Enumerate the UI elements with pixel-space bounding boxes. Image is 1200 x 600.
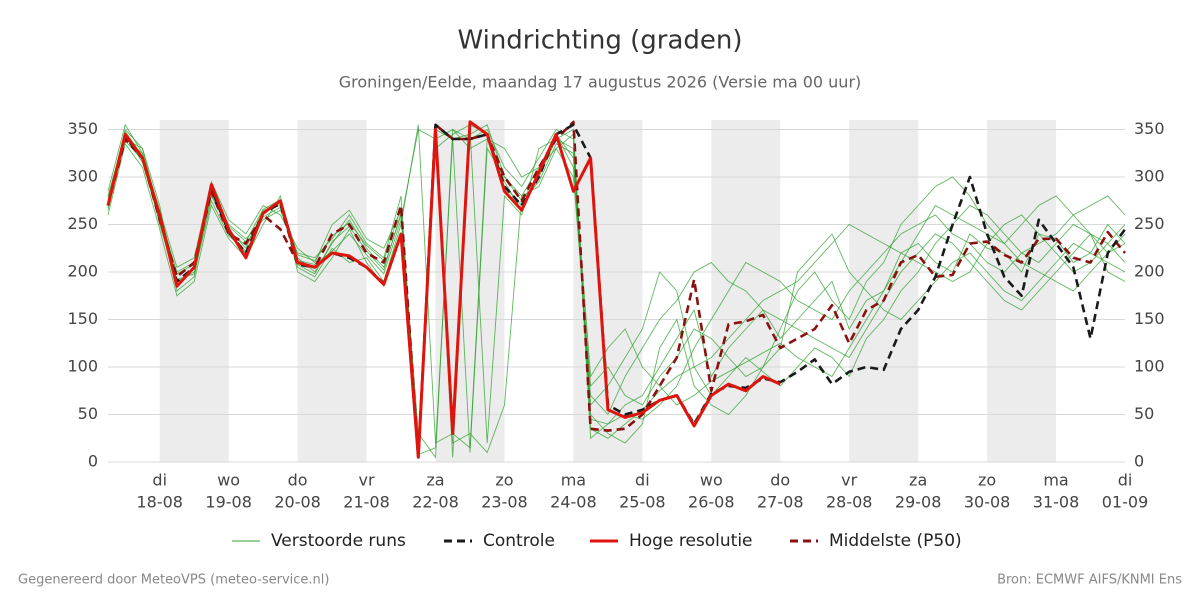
x-tick-label: 26-08 — [688, 493, 735, 512]
ensemble-line — [107, 123, 1126, 459]
day-shade — [987, 120, 1057, 462]
x-tick-weekday: di — [1118, 471, 1133, 490]
x-tick-weekday: ma — [1043, 471, 1068, 490]
series-line — [106, 120, 781, 459]
legend-label: Middelste (P50) — [829, 531, 962, 551]
legend-label: Controle — [483, 531, 555, 551]
day-shade — [159, 120, 229, 462]
x-tick-weekday: zo — [495, 471, 513, 490]
x-tick-label: 27-08 — [757, 493, 804, 512]
y-tick-label: 200 — [67, 262, 98, 281]
series-line — [106, 120, 1127, 459]
x-tick-label: 21-08 — [343, 493, 390, 512]
y-tick-label: 0 — [88, 452, 98, 471]
y2-tick-label: 250 — [1134, 214, 1165, 233]
ensemble-line — [107, 128, 1126, 458]
x-tick-weekday: ma — [561, 471, 586, 490]
chart-subtitle: Groningen/Eelde, maandag 17 augustus 202… — [339, 73, 862, 92]
footer-right: Bron: ECMWF AIFS/KNMI Ens — [997, 573, 1182, 588]
x-tick-label: 29-08 — [895, 493, 942, 512]
x-tick-label: 20-08 — [274, 493, 321, 512]
x-tick-weekday: wo — [700, 471, 723, 490]
x-tick-weekday: vr — [841, 471, 857, 490]
x-tick-label: 22-08 — [412, 493, 459, 512]
x-tick-weekday: za — [909, 471, 927, 490]
ensemble-line — [107, 124, 1126, 439]
ensemble-line — [107, 128, 1126, 453]
series-line — [106, 123, 1127, 459]
x-tick-weekday: do — [770, 471, 790, 490]
y-tick-label: 50 — [78, 404, 98, 423]
y2-tick-label: 50 — [1134, 404, 1154, 423]
x-tick-label: 24-08 — [550, 493, 597, 512]
legend-label: Verstoorde runs — [271, 531, 406, 551]
x-tick-weekday: wo — [217, 471, 240, 490]
y2-tick-label: 200 — [1134, 262, 1165, 281]
legend-label: Hoge resolutie — [629, 531, 753, 551]
chart-title: Windrichting (graden) — [457, 26, 742, 56]
x-tick-label: 28-08 — [826, 493, 873, 512]
y2-tick-label: 100 — [1134, 357, 1165, 376]
x-tick-label: 25-08 — [619, 493, 666, 512]
x-tick-label: 18-08 — [136, 493, 183, 512]
footer-left: Gegenereerd door MeteoVPS (meteo-service… — [18, 573, 329, 588]
y-tick-label: 150 — [67, 309, 98, 328]
x-tick-weekday: za — [426, 471, 444, 490]
x-tick-weekday: zo — [978, 471, 996, 490]
y-tick-label: 250 — [67, 214, 98, 233]
y2-tick-label: 350 — [1134, 119, 1165, 138]
x-tick-label: 01-09 — [1102, 493, 1149, 512]
y-tick-label: 100 — [67, 357, 98, 376]
y2-tick-label: 150 — [1134, 309, 1165, 328]
y-tick-label: 300 — [67, 167, 98, 186]
x-tick-label: 23-08 — [481, 493, 528, 512]
y2-tick-label: 0 — [1134, 452, 1144, 471]
x-tick-weekday: do — [288, 471, 308, 490]
x-tick-label: 31-08 — [1033, 493, 1080, 512]
x-tick-weekday: di — [635, 471, 650, 490]
x-tick-label: 30-08 — [964, 493, 1011, 512]
x-tick-weekday: vr — [359, 471, 375, 490]
x-tick-weekday: di — [152, 471, 167, 490]
day-shade — [297, 120, 367, 462]
x-tick-label: 19-08 — [205, 493, 252, 512]
y2-tick-label: 300 — [1134, 167, 1165, 186]
y-tick-label: 350 — [67, 119, 98, 138]
